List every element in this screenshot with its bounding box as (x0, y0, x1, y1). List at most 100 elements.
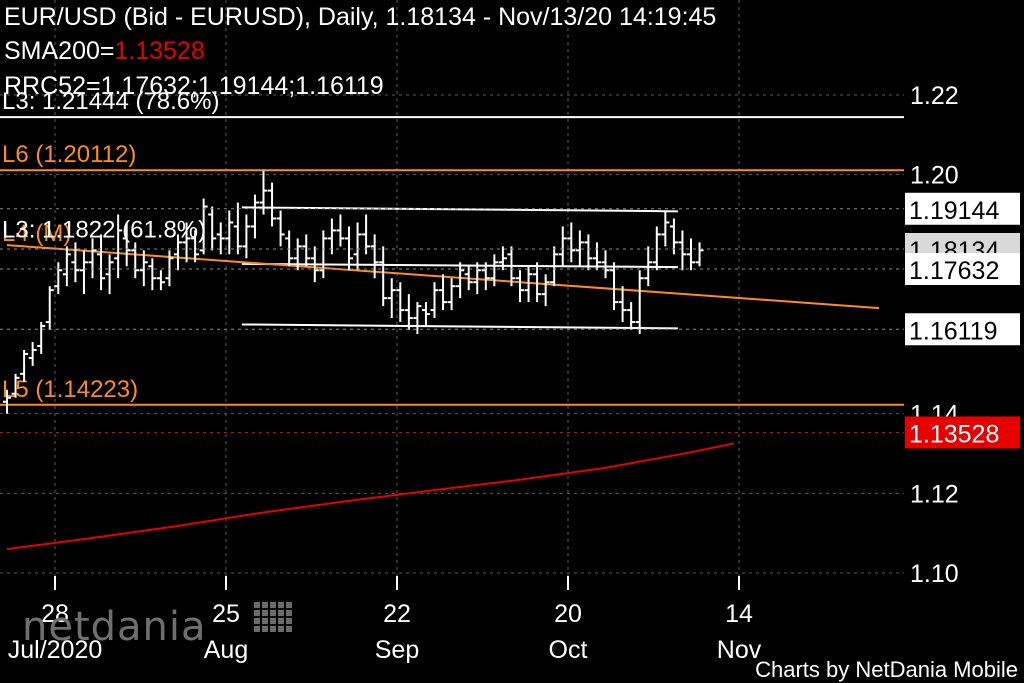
ohlc-bar (148, 258, 157, 291)
price-box: 1.16119 (0, 313, 1020, 346)
ohlc-bar (669, 218, 678, 255)
ohlc-bar (191, 230, 200, 263)
ohlc-bar (652, 226, 661, 271)
ohlc-bar (114, 214, 123, 279)
ohlc-bar (584, 234, 593, 271)
ohlc-bar (62, 246, 71, 287)
ohlc-bar (379, 246, 388, 307)
ohlc-bar (558, 226, 567, 267)
y-tick-label: 1.12 (910, 480, 959, 508)
ohlc-bar (345, 226, 353, 271)
ohlc-bar (139, 250, 148, 287)
ohlc-bar (259, 170, 268, 215)
ohlc-bar (618, 286, 627, 323)
x-tick-month: Nov (717, 636, 762, 664)
ohlc-bar (208, 206, 217, 251)
ohlc-bar (592, 242, 601, 271)
price-box: 1.17632 (0, 252, 1020, 285)
ohlc-bar (242, 214, 251, 259)
ohlc-bar (362, 214, 371, 255)
ohlc-bar (507, 246, 516, 287)
ohlc-bar (661, 210, 670, 247)
ohlc-bar (550, 246, 559, 287)
ohlc-bar (601, 250, 610, 279)
ohlc-bar (310, 246, 319, 283)
ohlc-bar (268, 182, 277, 227)
ohlc-bar (174, 234, 182, 271)
ohlc-bar (387, 278, 396, 319)
ohlc-bar (541, 274, 550, 307)
ohlc-bar (97, 234, 106, 291)
sma200-line (6, 442, 734, 551)
price-box-label: 1.13528 (909, 420, 999, 448)
ohlc-bar (439, 274, 448, 311)
ohlc-bar (28, 341, 37, 366)
price-box-bg (905, 313, 1020, 346)
ohlc-bar (20, 349, 29, 382)
ohlc-bar (165, 250, 174, 287)
ohlc-bar (516, 270, 524, 303)
y-tick-label: 1.20 (910, 162, 959, 190)
ohlc-bar (695, 242, 704, 267)
ohlc-bar (37, 322, 46, 354)
ohlc-bar (45, 286, 54, 331)
ohlc-bar (481, 262, 490, 291)
x-tick-month: Jul/2020 (8, 636, 103, 664)
level-label: L4 (M) (2, 220, 71, 247)
ohlc-bar (302, 234, 311, 267)
ohlc-bar (456, 262, 465, 299)
sma200-path (6, 442, 734, 551)
ohlc-bar (327, 218, 336, 255)
ohlc-bar (413, 302, 422, 334)
ohlc-bar (447, 278, 456, 311)
ohlc-bar (567, 222, 576, 263)
x-tick-month: Sep (375, 636, 419, 664)
price-box-bg (905, 192, 1020, 225)
price-box-bg (905, 416, 1020, 449)
ohlc-bar (421, 302, 430, 327)
ohlc-bar (464, 266, 473, 291)
ohlc-bar (524, 266, 533, 303)
watermark-grid-icon (254, 602, 292, 632)
x-tick-month: Oct (549, 636, 588, 664)
sma-indicator: SMA200=1.13528 (4, 36, 205, 66)
footer-credit: Charts by NetDania Mobile (755, 657, 1018, 682)
ohlc-bar (156, 270, 165, 291)
ohlc-bar (319, 230, 328, 279)
ohlc-bar (678, 230, 687, 271)
y-tick-label: 1.22 (910, 82, 959, 110)
x-tick-day: 22 (383, 600, 411, 628)
ohlc-bar (498, 246, 507, 271)
price-box: 1.19144 (0, 192, 1020, 225)
ohlc-bar (533, 262, 542, 303)
ohlc-bar (182, 222, 191, 263)
ohlc-bars (3, 170, 704, 414)
ohlc-bar (54, 262, 63, 295)
price-box: 1.13528 (905, 416, 1020, 449)
ohlc-bar (71, 242, 80, 283)
ohlc-bar (575, 230, 584, 267)
price-box-label: 1.17632 (909, 257, 999, 285)
ohlc-bar (225, 210, 234, 255)
price-box-label: 1.19144 (909, 197, 999, 225)
level-label: L5 (1.14223) (2, 376, 138, 403)
price-box-label: 1.16119 (909, 317, 998, 345)
ohlc-bar (88, 238, 97, 279)
x-tick-day: 25 (212, 600, 240, 628)
x-tick-month: Aug (204, 636, 248, 664)
ohlc-bar (635, 270, 644, 334)
ohlc-bar (404, 294, 413, 331)
level-label: L3: 1.1822 (61.8%) (2, 217, 206, 244)
ohlc-bar (233, 202, 242, 255)
fib-levels: L3: 1.21444 (78.6%) L6 (1.20112) L4 (M)L3:… (0, 88, 904, 433)
ohlc-bar (11, 373, 20, 398)
netdania-watermark: netdania (22, 602, 292, 650)
channel-lower (241, 323, 678, 330)
channel-upper (241, 206, 678, 213)
level-label: L6 (1.20112) (2, 141, 136, 168)
ohlc-bar (353, 222, 362, 271)
x-axis: 28 Jul/2020 25 Aug 22 Sep 20 Oct 14 Nov (8, 576, 762, 664)
rrc-indicator: RRC52=1.17632;1.19144;1.16119 (4, 72, 384, 100)
